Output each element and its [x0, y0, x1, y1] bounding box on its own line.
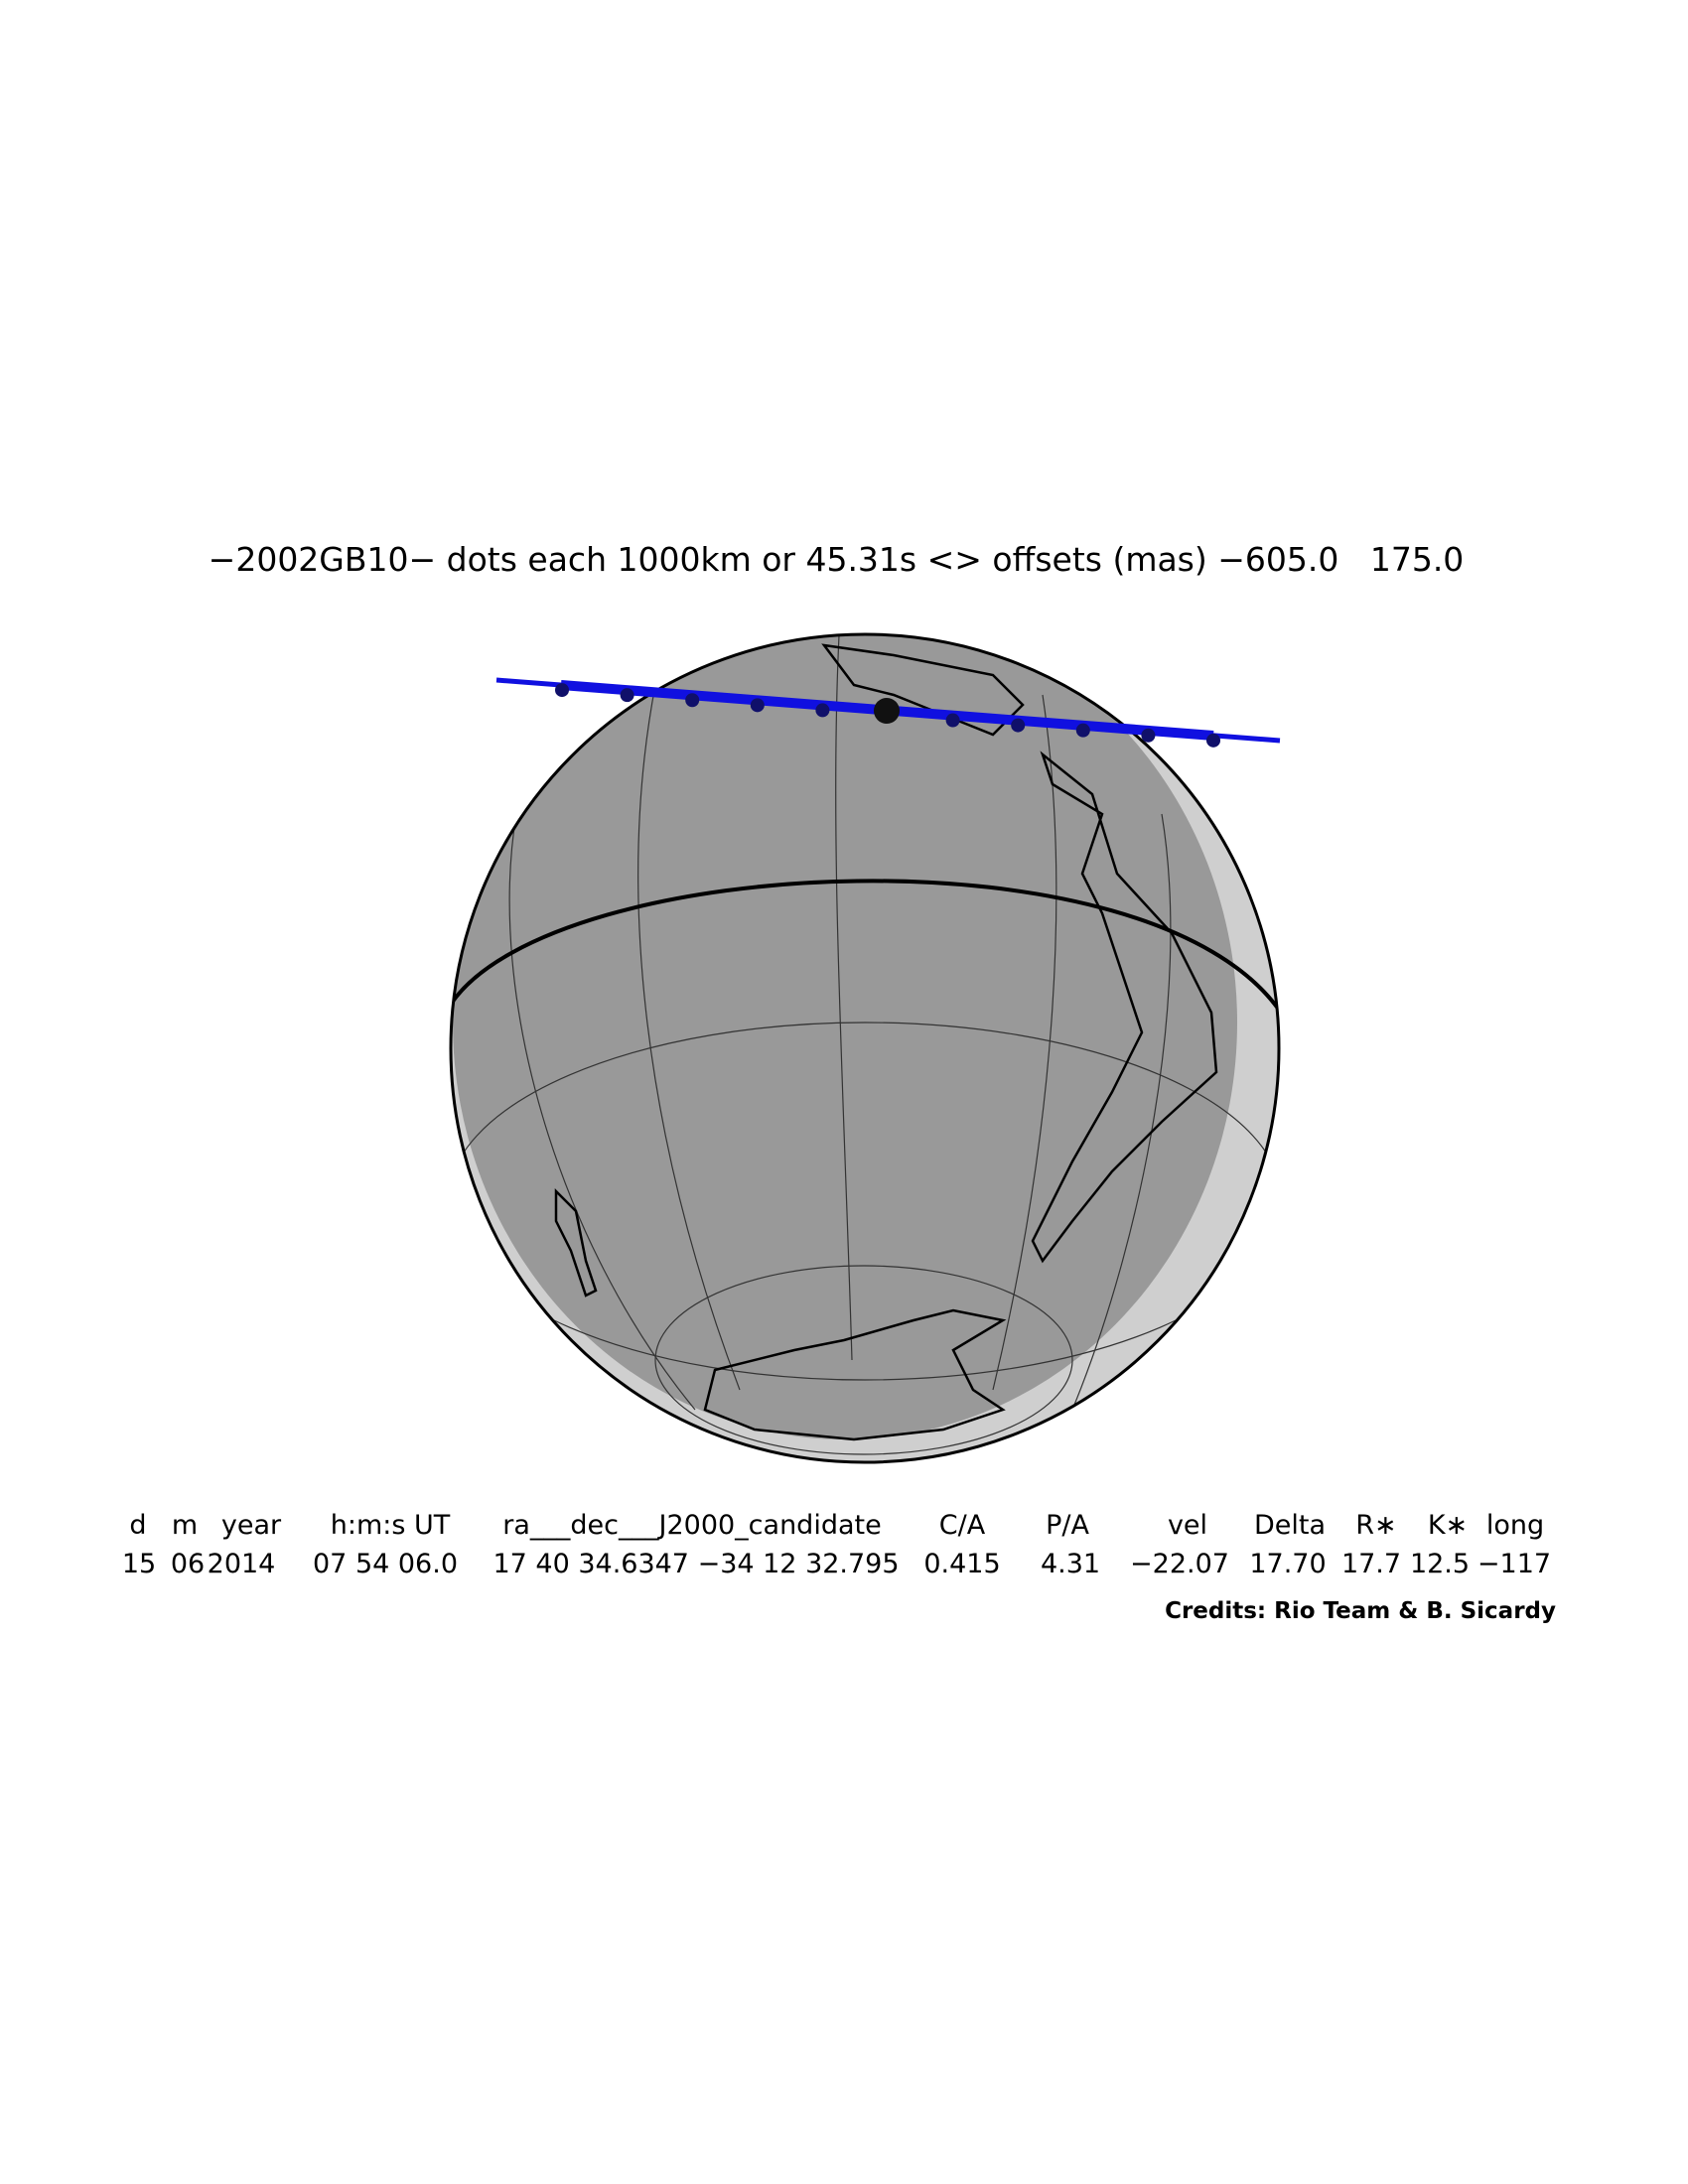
event-table: d m year h:m:s UT ra___dec___J2000_candidate… [122, 1510, 1551, 1579]
path-dot [815, 703, 830, 718]
column-header: R∗ [1355, 1510, 1396, 1541]
column-header: long [1486, 1510, 1544, 1541]
column-header: d [129, 1510, 146, 1541]
cell-value: 06 [171, 1549, 205, 1579]
path-dot [1206, 733, 1220, 748]
cell-value: 12.5 [1410, 1549, 1470, 1579]
column-header: h:m:s UT [331, 1510, 451, 1541]
map-title: −2002GB10− dots each 1000km or 45.31s <>… [209, 540, 1465, 579]
column-header: P/A [1046, 1510, 1089, 1541]
globe [449, 632, 1281, 1464]
path-dot [750, 698, 765, 713]
cell-value: 0.415 [923, 1549, 1000, 1579]
cell-value: 17 40 34.6347 −34 12 32.795 [492, 1549, 899, 1579]
cell-value: 2014 [208, 1549, 276, 1579]
column-header: year [221, 1510, 282, 1541]
path-dot [620, 688, 634, 703]
path-dot [945, 713, 960, 728]
column-header: m [172, 1510, 198, 1541]
credits: Credits: Rio Team & B. Sicardy [1165, 1598, 1556, 1624]
cell-value: 17.70 [1249, 1549, 1326, 1579]
column-header: C/A [939, 1510, 986, 1541]
cell-value: 17.7 [1341, 1549, 1401, 1579]
cell-value: −117 [1477, 1549, 1551, 1579]
cell-value: 07 54 06.0 [313, 1549, 458, 1579]
column-header: ra___dec___J2000_candidate [502, 1510, 881, 1541]
cell-value: −22.07 [1130, 1549, 1229, 1579]
column-header: vel [1168, 1510, 1207, 1541]
path-dot [1141, 728, 1156, 743]
occultation-path [495, 677, 1281, 748]
column-header: K∗ [1428, 1510, 1468, 1541]
cell-value: 4.31 [1041, 1549, 1100, 1579]
cell-value: 15 [122, 1549, 156, 1579]
path-dot [555, 683, 569, 698]
path-dot [1075, 723, 1090, 738]
column-header: Delta [1254, 1510, 1326, 1541]
path-dot [1011, 718, 1026, 733]
path-dot [685, 693, 700, 708]
